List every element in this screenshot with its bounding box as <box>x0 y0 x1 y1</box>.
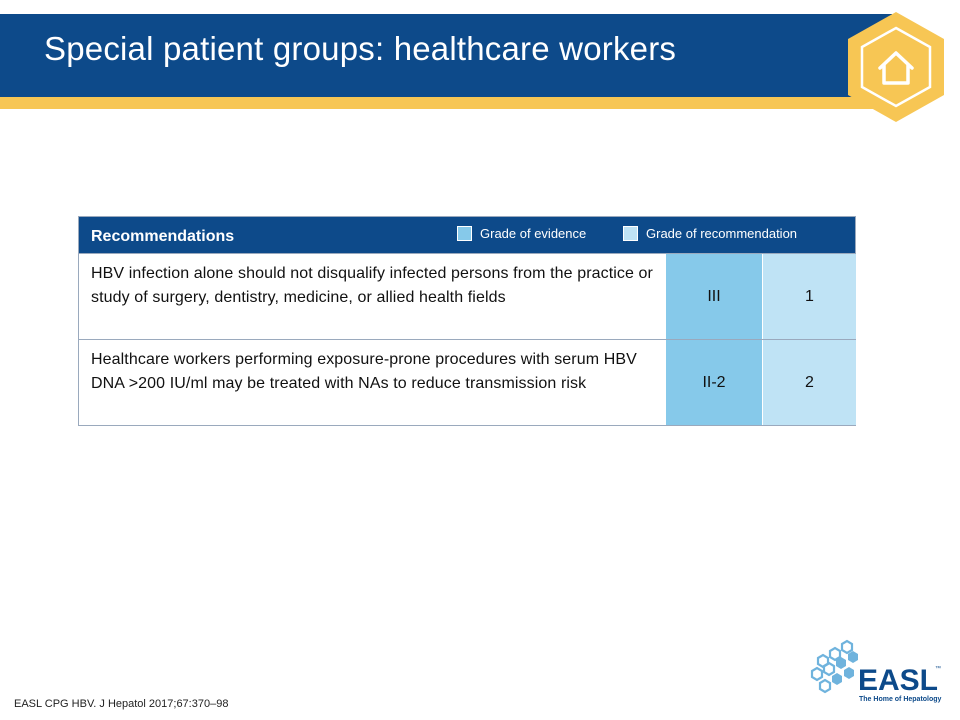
easl-logo-tagline: The Home of Hepatology <box>859 696 942 703</box>
title-accent-stripe <box>0 97 880 109</box>
grade-of-recommendation-cell: 2 <box>762 340 856 425</box>
table-row: Healthcare workers performing exposure-p… <box>79 339 856 425</box>
table-header: Recommendations Grade of evidence Grade … <box>79 217 855 253</box>
easl-logo-text: EASL <box>858 664 938 697</box>
recommendation-swatch <box>623 226 638 241</box>
title-bar <box>0 14 892 97</box>
grade-of-evidence-cell: II-2 <box>665 340 762 425</box>
slide-title: Special patient groups: healthcare worke… <box>44 30 677 67</box>
evidence-swatch <box>457 226 472 241</box>
table-row: HBV infection alone should not disqualif… <box>79 253 856 339</box>
legend-recommendation-label: Grade of recommendation <box>646 226 798 241</box>
citation: EASL CPG HBV. J Hepatol 2017;67:370–98 <box>14 698 229 710</box>
easl-logo-tm: ™ <box>935 665 941 672</box>
grade-of-evidence-cell: III <box>665 254 762 339</box>
grade-of-recommendation-cell: 1 <box>762 254 856 339</box>
easl-logo: EASL ™ The Home of Hepatology <box>810 639 942 703</box>
legend-evidence-label: Grade of evidence <box>480 226 587 241</box>
recommendation-text: Healthcare workers performing exposure-p… <box>91 351 637 392</box>
recommendation-text: HBV infection alone should not disqualif… <box>91 265 653 306</box>
home-icon[interactable] <box>842 8 950 126</box>
table-header-label: Recommendations <box>91 228 235 245</box>
recommendations-table: Recommendations Grade of evidence Grade … <box>78 216 856 426</box>
